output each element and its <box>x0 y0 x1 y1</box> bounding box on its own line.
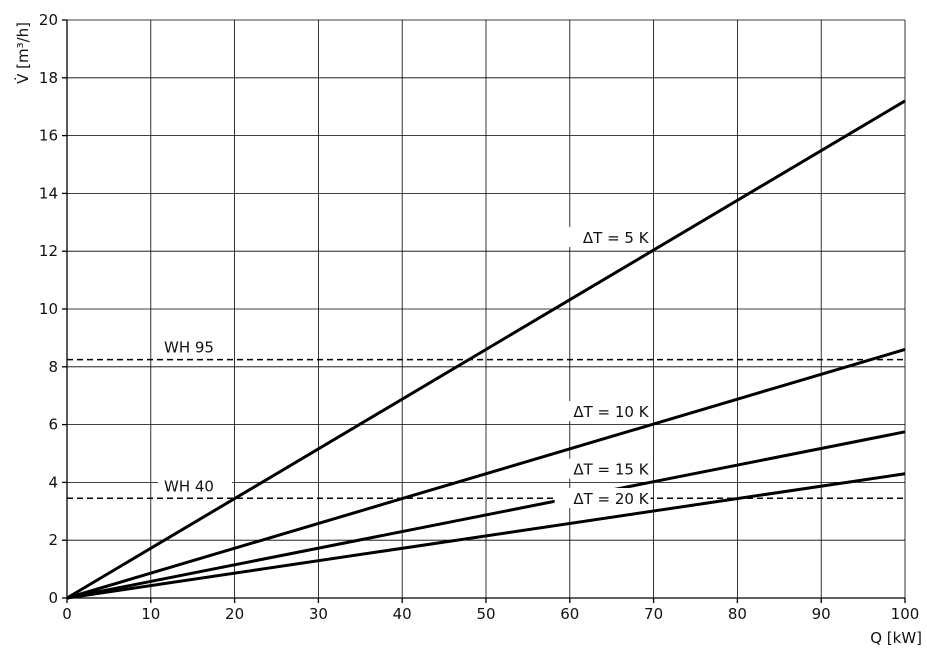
x-tick-label: 30 <box>309 605 328 623</box>
grid <box>66 19 906 599</box>
series-label-bg <box>554 488 651 509</box>
series-label: ΔT = 10 K <box>573 403 649 421</box>
x-tick-label: 40 <box>393 605 412 623</box>
y-tick-label: 16 <box>39 127 58 145</box>
reference-label-bg <box>158 476 232 497</box>
x-axis-label: Q [kW] <box>870 629 922 647</box>
y-tick-label: 10 <box>39 300 58 318</box>
x-tick-label: 60 <box>560 605 579 623</box>
y-tick-label: 0 <box>48 589 58 607</box>
series-label-bg <box>554 401 651 422</box>
x-tick-label: 50 <box>476 605 495 623</box>
y-tick-label: 12 <box>39 242 58 260</box>
series-label: ΔT = 20 K <box>573 490 649 508</box>
series-label-bg <box>554 458 651 479</box>
series-line <box>66 430 906 600</box>
series-label: ΔT = 5 K <box>583 229 650 247</box>
reference-line-label: WH 95 <box>164 339 214 357</box>
x-tick-label: 80 <box>728 605 747 623</box>
x-tick-label: 10 <box>141 605 160 623</box>
series-line <box>66 99 906 600</box>
reference-label-bg <box>158 337 232 358</box>
x-tick-label: 90 <box>812 605 831 623</box>
x-tick-label: 20 <box>225 605 244 623</box>
y-tick-label: 6 <box>48 416 58 434</box>
y-tick-label: 8 <box>48 358 58 376</box>
x-tick-label: 70 <box>644 605 663 623</box>
series-label: ΔT = 15 K <box>573 461 649 479</box>
series-line <box>66 348 906 600</box>
series-label-bg <box>554 227 651 248</box>
y-tick-label: 4 <box>48 473 58 491</box>
y-axis-label: V̇ [m³/h] <box>13 22 32 84</box>
y-tick-label: 14 <box>39 184 58 202</box>
labels: Q [kW] V̇ [m³/h] WH 95 WH 40 ΔT = 5 K ΔT = 10… <box>13 22 922 647</box>
x-tick-label: 100 <box>891 605 920 623</box>
y-tick-label: 20 <box>39 11 58 29</box>
series-lines <box>66 99 906 600</box>
y-tick-label: 18 <box>39 69 58 87</box>
y-tick-label: 2 <box>48 531 58 549</box>
axes: 0 10 20 30 40 50 60 70 80 90 100 0 2 4 6 8 10 12 14 16 18 20 <box>39 11 919 623</box>
series-line <box>66 472 906 600</box>
x-tick-label: 0 <box>62 605 72 623</box>
reference-line-label: WH 40 <box>164 477 214 495</box>
